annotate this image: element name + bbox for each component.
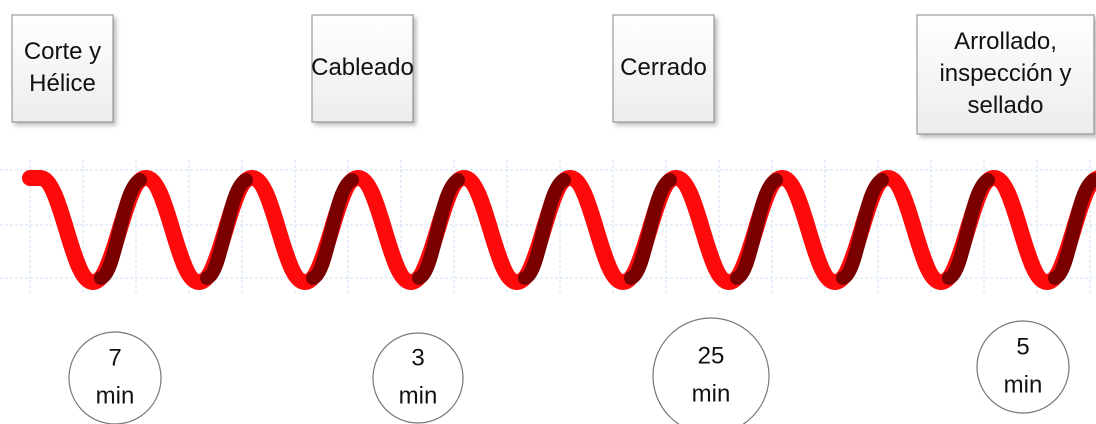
step-label: Cableado (311, 54, 414, 81)
step-time: min (1004, 371, 1043, 398)
step-time: min (399, 382, 438, 409)
helix-shadow (207, 180, 246, 278)
step-label: Arrollado, (954, 28, 1057, 55)
step-label: Corte y (24, 38, 101, 65)
step-time: 3 (411, 344, 424, 371)
helix-wave (30, 178, 1096, 282)
helix-shadow (313, 180, 352, 278)
helix-shadow (737, 180, 776, 278)
helix-shadow (1055, 180, 1094, 278)
step-box (12, 15, 113, 122)
helix-shadow (101, 180, 140, 278)
helix-shadow (631, 180, 670, 278)
helix-shadow (949, 180, 988, 278)
step-time: min (692, 380, 731, 407)
helix-shadow (843, 180, 882, 278)
helix-strand (30, 178, 1096, 282)
step-label: inspección y (939, 60, 1071, 87)
step-time: 7 (108, 344, 121, 371)
step-time: 5 (1016, 333, 1029, 360)
step-label: sellado (967, 92, 1043, 119)
diagram: Corte y Hélice 7 min Cableado 3 min Cerrado 25 mi… (0, 0, 1096, 424)
helix-shadow (525, 180, 564, 278)
step-label: Hélice (29, 70, 96, 97)
time-circle (653, 318, 769, 424)
step-time: 25 (698, 342, 725, 369)
step-time: min (96, 382, 135, 409)
step-label: Cerrado (620, 54, 707, 81)
helix-shadow (419, 180, 458, 278)
